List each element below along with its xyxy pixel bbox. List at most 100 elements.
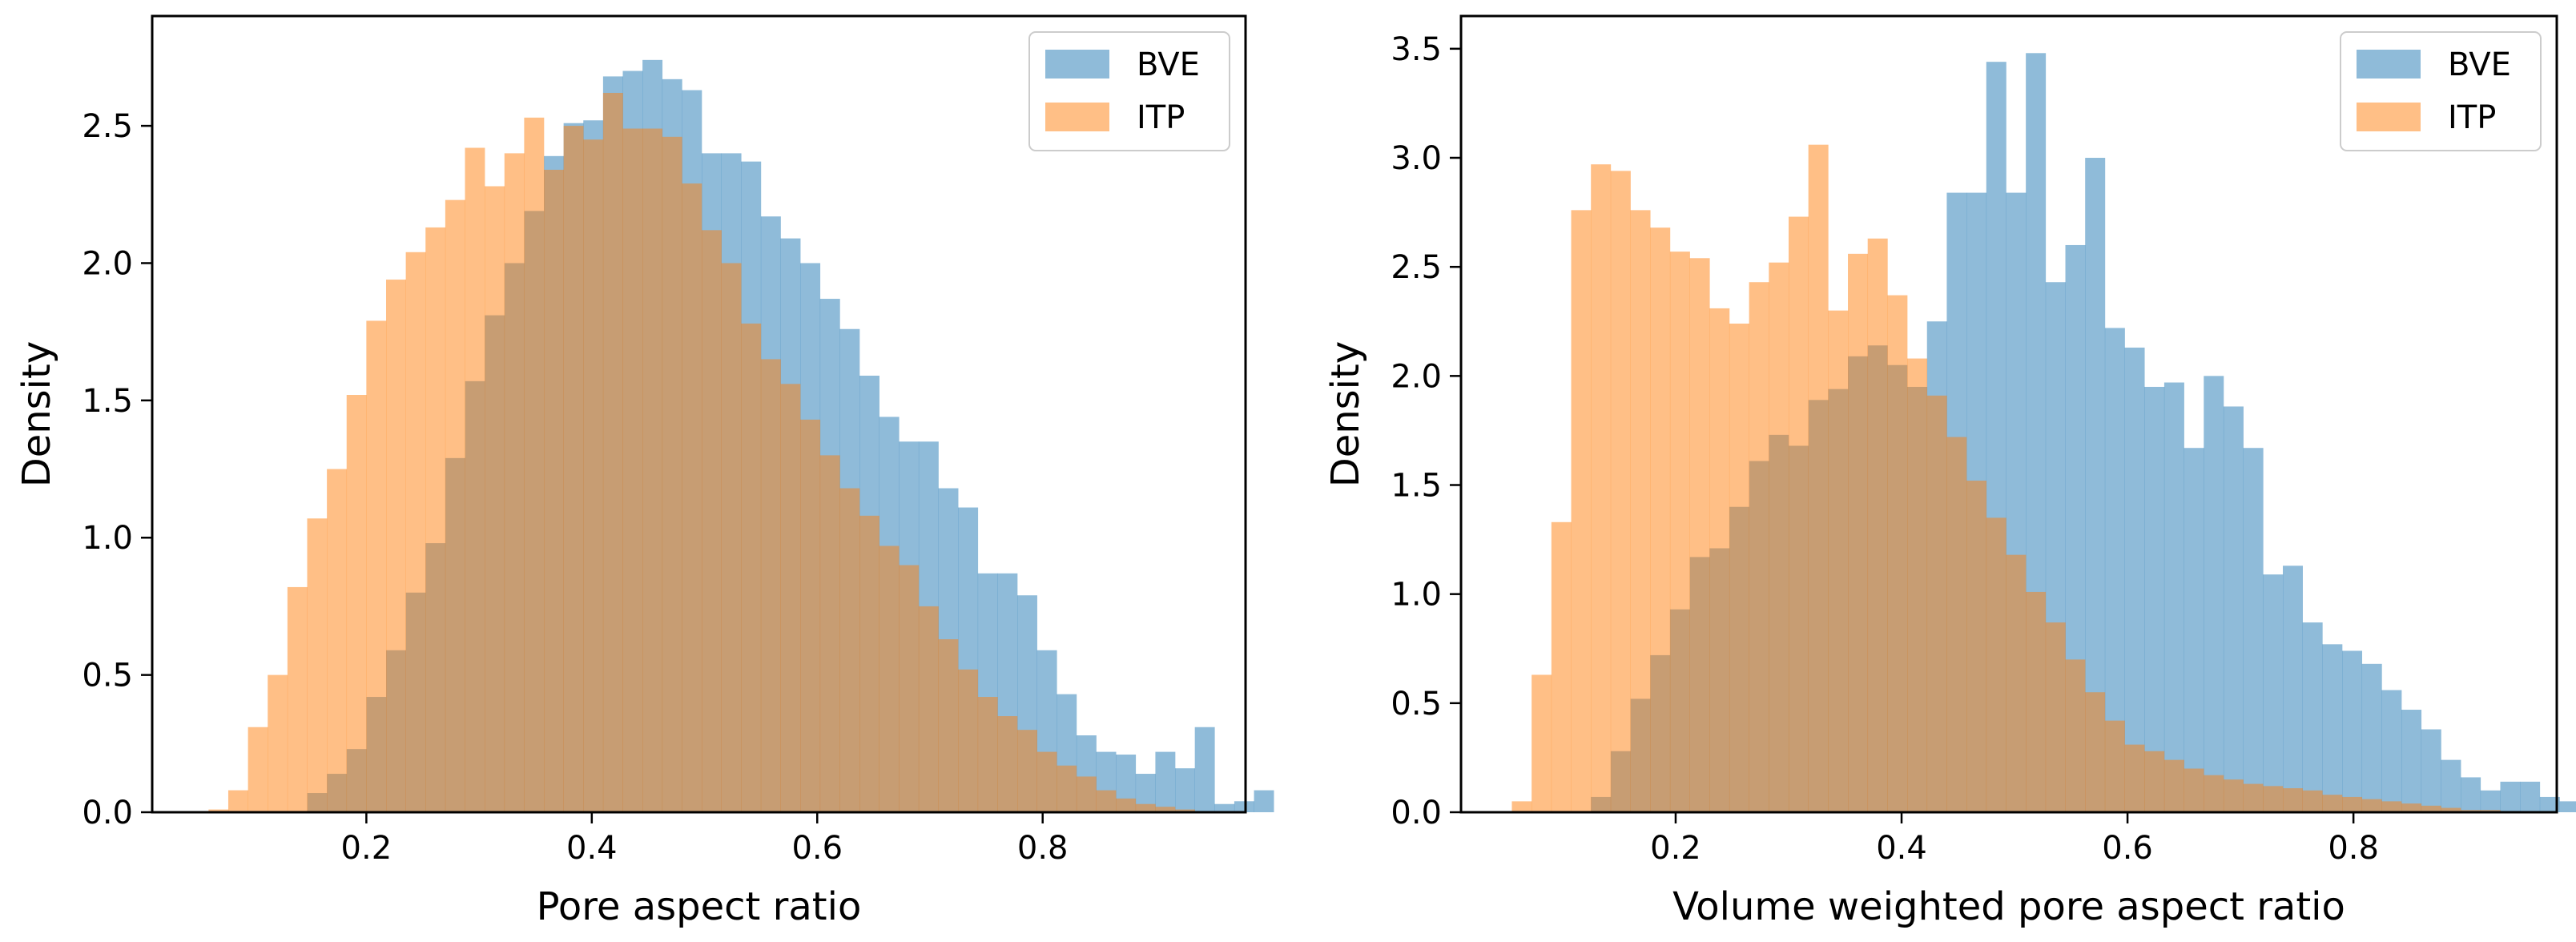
bar-itp-39 bbox=[977, 697, 998, 812]
legend-label-bve: BVE bbox=[1137, 46, 1200, 83]
bar-itp-48 bbox=[1155, 807, 1176, 812]
bar-itp-7 bbox=[1650, 227, 1671, 812]
bar-bve-44 bbox=[2381, 690, 2402, 812]
x-tick-label: 0.2 bbox=[341, 830, 392, 867]
bar-itp-36 bbox=[918, 606, 939, 812]
bar-itp-8 bbox=[366, 320, 387, 813]
bar-bve-36 bbox=[2223, 406, 2244, 812]
series-itp bbox=[208, 92, 1195, 813]
y-tick-label: 3.5 bbox=[1391, 31, 1442, 68]
bar-itp-41 bbox=[1017, 730, 1037, 812]
bar-itp-28 bbox=[760, 359, 781, 812]
bar-itp-14 bbox=[1788, 216, 1809, 812]
bar-itp-17 bbox=[1848, 253, 1869, 813]
bar-itp-33 bbox=[859, 515, 879, 812]
bar-itp-45 bbox=[1096, 790, 1117, 812]
bar-itp-33 bbox=[2163, 759, 2184, 812]
bar-itp-49 bbox=[1175, 809, 1195, 812]
bar-itp-11 bbox=[425, 227, 446, 812]
bar-bve-31 bbox=[2124, 347, 2145, 812]
bar-bve-41 bbox=[2322, 644, 2343, 812]
bar-bve-53 bbox=[2559, 801, 2576, 812]
bar-itp-9 bbox=[1689, 258, 1710, 812]
bar-itp-32 bbox=[839, 488, 860, 812]
bar-bve-45 bbox=[2401, 710, 2422, 812]
bar-itp-6 bbox=[327, 469, 348, 812]
bar-itp-32 bbox=[2144, 751, 2165, 812]
bar-itp-35 bbox=[899, 565, 920, 812]
bar-itp-22 bbox=[642, 128, 663, 812]
bar-itp-20 bbox=[1907, 358, 1928, 812]
series-itp bbox=[1511, 144, 2501, 813]
bar-bve-47 bbox=[2441, 759, 2461, 812]
legend-swatch-bve bbox=[2357, 50, 2421, 78]
bar-bve-35 bbox=[2204, 376, 2224, 813]
bar-itp-8 bbox=[1669, 252, 1690, 812]
bar-itp-4 bbox=[287, 586, 308, 812]
bar-itp-30 bbox=[2104, 720, 2125, 812]
bar-bve-43 bbox=[2361, 663, 2382, 812]
bar-itp-35 bbox=[2204, 775, 2224, 812]
bar-itp-21 bbox=[622, 128, 643, 812]
bar-itp-47 bbox=[2441, 807, 2461, 812]
bar-itp-37 bbox=[938, 639, 959, 812]
bar-bve-50 bbox=[2500, 781, 2521, 812]
bar-itp-39 bbox=[2283, 788, 2303, 812]
bar-bve-40 bbox=[2302, 622, 2323, 812]
bar-itp-19 bbox=[583, 139, 604, 813]
x-tick-label: 0.2 bbox=[1650, 830, 1701, 867]
bar-itp-47 bbox=[1135, 803, 1156, 812]
bar-itp-40 bbox=[2302, 790, 2323, 812]
bar-bve-38 bbox=[2263, 574, 2284, 812]
bar-itp-37 bbox=[2243, 783, 2264, 812]
bar-bve-49 bbox=[1194, 727, 1215, 812]
bar-itp-31 bbox=[819, 455, 840, 812]
bar-itp-25 bbox=[702, 230, 722, 813]
legend-label-bve: BVE bbox=[2448, 46, 2511, 83]
bar-itp-25 bbox=[2006, 554, 2027, 812]
bar-itp-10 bbox=[1709, 308, 1730, 812]
bar-bve-52 bbox=[2539, 796, 2560, 812]
bar-itp-12 bbox=[445, 199, 465, 812]
histogram-panel-left: 0.2 0.4 0.6 0.8 0.0 0.5 1.0 1.5 2.0 2.5 Pore aspec… bbox=[14, 14, 1274, 929]
bar-itp-22 bbox=[1946, 437, 1967, 812]
x-tick-label: 0.4 bbox=[566, 830, 618, 867]
bar-itp-15 bbox=[1808, 144, 1829, 813]
bar-itp-19 bbox=[1887, 295, 1908, 813]
x-tick-label: 0.6 bbox=[2102, 830, 2153, 867]
bar-itp-24 bbox=[1986, 517, 2006, 812]
bar-itp-42 bbox=[2342, 796, 2363, 812]
legend-label-itp: ITP bbox=[1137, 99, 1185, 136]
bar-itp-43 bbox=[2361, 799, 2382, 812]
bar-itp-20 bbox=[602, 92, 623, 813]
bar-itp-13 bbox=[465, 147, 485, 812]
y-tick-label: 1.5 bbox=[82, 383, 133, 420]
bar-itp-5 bbox=[1610, 171, 1631, 813]
bar-itp-34 bbox=[2184, 768, 2204, 812]
bar-itp-0 bbox=[1511, 801, 1532, 812]
bar-itp-27 bbox=[2045, 622, 2066, 812]
bar-itp-9 bbox=[386, 280, 406, 812]
bar-itp-41 bbox=[2322, 795, 2343, 812]
bar-itp-23 bbox=[662, 136, 682, 812]
bar-itp-16 bbox=[524, 117, 545, 812]
bar-itp-26 bbox=[721, 263, 742, 813]
bar-itp-31 bbox=[2124, 744, 2145, 812]
bar-bve-42 bbox=[2342, 650, 2363, 812]
bar-bve-46 bbox=[2421, 729, 2441, 812]
y-tick-label: 3.0 bbox=[1391, 140, 1442, 177]
y-tick-label: 2.0 bbox=[1391, 358, 1442, 395]
bar-bve-50 bbox=[1214, 803, 1235, 812]
y-tick-label: 0.0 bbox=[1391, 795, 1442, 831]
x-axis-label: Pore aspect ratio bbox=[537, 884, 862, 929]
bar-itp-10 bbox=[405, 252, 426, 812]
legend: BVE ITP bbox=[1028, 31, 1230, 151]
bar-bve-51 bbox=[1234, 801, 1254, 812]
legend-swatch-itp bbox=[2357, 103, 2421, 131]
bar-itp-2 bbox=[1551, 521, 1572, 812]
y-tick-label: 2.5 bbox=[1391, 249, 1442, 286]
bar-bve-48 bbox=[2461, 777, 2481, 812]
bar-itp-16 bbox=[1828, 310, 1849, 812]
bar-itp-18 bbox=[563, 126, 584, 813]
